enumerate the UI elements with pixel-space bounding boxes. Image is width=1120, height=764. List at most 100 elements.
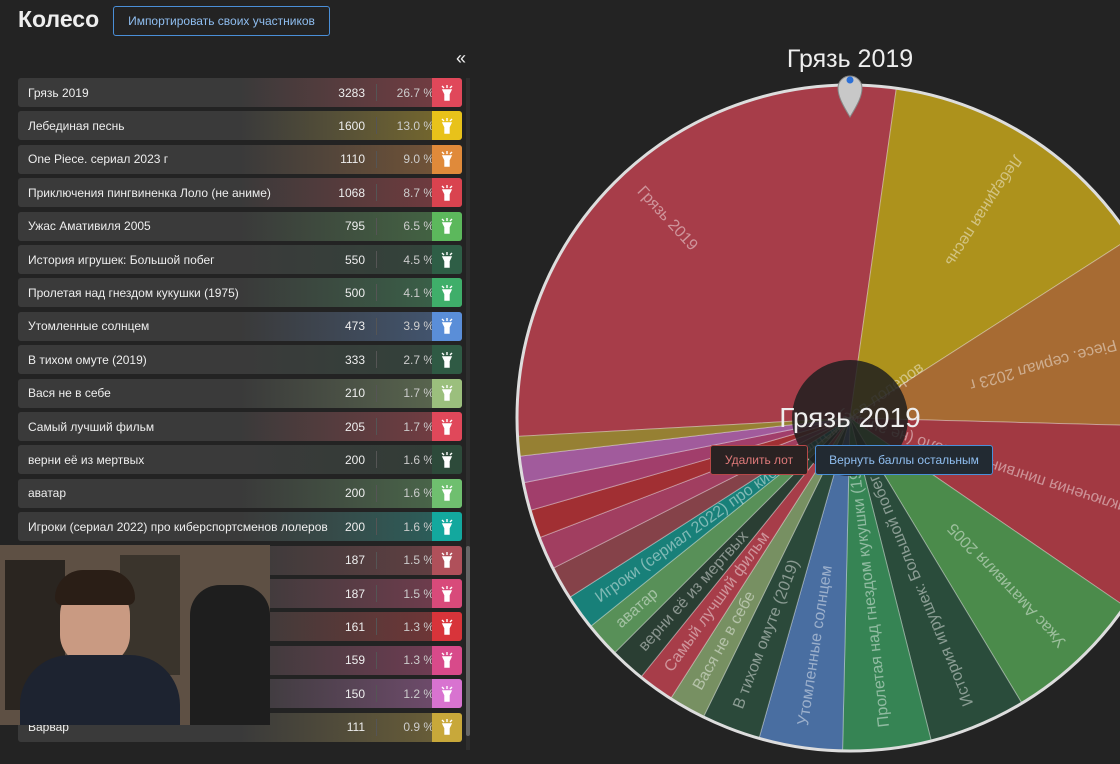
item-name: аватар bbox=[28, 486, 67, 501]
icon bbox=[441, 518, 453, 535]
item-icon-button[interactable] bbox=[432, 211, 462, 241]
icon bbox=[441, 151, 453, 167]
item-points: 111 bbox=[346, 720, 365, 735]
item-icon-button[interactable] bbox=[432, 712, 462, 742]
item-percent: 1.7 % bbox=[403, 386, 434, 401]
item-name: верни её из мертвых bbox=[28, 452, 145, 467]
item-percent: 13.0 % bbox=[396, 118, 434, 133]
item-points: 1110 bbox=[340, 152, 365, 167]
item-icon-button[interactable] bbox=[432, 645, 462, 675]
item-percent: 9.0 % bbox=[403, 152, 434, 167]
item-points: 200 bbox=[344, 452, 365, 467]
separator bbox=[376, 418, 377, 435]
item-points: 333 bbox=[344, 352, 365, 367]
item-icon-button[interactable] bbox=[432, 512, 462, 542]
item-icon-button[interactable] bbox=[432, 612, 462, 642]
icon bbox=[441, 84, 453, 101]
item-name: Утомленные солнцем bbox=[28, 319, 150, 334]
icon bbox=[441, 284, 453, 301]
item-name: Приключения пингвиненка Лоло (не аниме) bbox=[28, 185, 271, 200]
item-points: 500 bbox=[344, 285, 365, 300]
item-percent: 3.9 % bbox=[403, 319, 434, 334]
item-icon-button[interactable] bbox=[432, 445, 462, 475]
delete-button[interactable]: Удалить лот bbox=[710, 445, 808, 475]
item-icon-button[interactable] bbox=[432, 245, 462, 274]
collapse-button[interactable]: « bbox=[456, 48, 467, 68]
item-percent: 1.6 % bbox=[403, 452, 434, 467]
icon bbox=[441, 485, 453, 501]
import-button[interactable]: Импортировать своих участников bbox=[113, 6, 330, 36]
item-icon-button[interactable] bbox=[432, 545, 462, 575]
item-name: One Piece. сериал 2023 г bbox=[28, 152, 169, 167]
item-points: 550 bbox=[344, 252, 365, 267]
icon bbox=[441, 184, 453, 201]
icon bbox=[441, 218, 453, 234]
item-icon-button[interactable] bbox=[432, 178, 462, 208]
separator bbox=[376, 685, 377, 703]
icon bbox=[441, 618, 453, 635]
item-points: 161 bbox=[344, 619, 365, 634]
item-icon-button[interactable] bbox=[432, 478, 462, 508]
item-percent: 1.7 % bbox=[403, 419, 434, 434]
pointer bbox=[837, 75, 863, 118]
item-points: 473 bbox=[344, 319, 365, 334]
icon bbox=[441, 652, 453, 668]
item-name: Лебединая песнь bbox=[28, 118, 125, 133]
item-icon-button[interactable] bbox=[432, 378, 462, 408]
item-points: 795 bbox=[344, 219, 365, 234]
item-icon-button[interactable] bbox=[432, 579, 462, 608]
list-item: верни её из мертвых 200 1.6 % bbox=[18, 445, 462, 475]
item-points: 3283 bbox=[338, 85, 365, 100]
item-name: Самый лучший фильм bbox=[28, 419, 155, 434]
item-percent: 1.6 % bbox=[403, 519, 434, 534]
pointer-label: Грязь 2019 bbox=[786, 45, 914, 73]
list-item: One Piece. сериал 2023 г 1110 9.0 % bbox=[18, 144, 462, 174]
item-percent: 1.6 % bbox=[403, 486, 434, 501]
item-icon-button[interactable] bbox=[432, 345, 462, 375]
separator bbox=[376, 184, 377, 202]
item-percent: 1.5 % bbox=[403, 553, 434, 568]
separator bbox=[376, 217, 377, 235]
winner: Грязь 2019 bbox=[779, 402, 921, 433]
item-icon-button[interactable] bbox=[432, 111, 462, 141]
icon bbox=[441, 685, 453, 702]
separator bbox=[376, 618, 377, 636]
item-name: Пролетая над гнездом кукушки (1975) bbox=[28, 285, 239, 300]
separator bbox=[376, 718, 377, 736]
list-item: Пролетая над гнездом кукушки (1975) 500 4.… bbox=[18, 278, 462, 308]
title: Колесо bbox=[18, 6, 100, 32]
item-percent: 6.5 % bbox=[403, 219, 434, 234]
list-item: аватар 200 1.6 % bbox=[18, 478, 462, 508]
item-percent: 26.7 % bbox=[396, 85, 434, 100]
list-item: Лебединая песнь 1600 13.0 % bbox=[18, 111, 462, 141]
item-name: В тихом омуте (2019) bbox=[28, 352, 147, 367]
icon bbox=[441, 318, 453, 334]
separator bbox=[376, 117, 377, 135]
separator bbox=[376, 451, 377, 469]
item-icon-button[interactable] bbox=[432, 78, 462, 107]
return-button[interactable]: Вернуть баллы остальным bbox=[815, 445, 993, 475]
item-icon-button[interactable] bbox=[432, 311, 462, 341]
item-icon-button[interactable] bbox=[432, 278, 462, 308]
wheel-slice bbox=[848, 244, 1120, 426]
list-item: Самый лучший фильм 205 1.7 % bbox=[18, 412, 462, 441]
icon bbox=[441, 117, 453, 134]
item-percent: 4.1 % bbox=[403, 285, 434, 300]
list-item: В тихом омуте (2019) 333 2.7 % bbox=[18, 345, 462, 375]
item-icon-button[interactable] bbox=[432, 412, 462, 441]
item-percent: 4.5 % bbox=[403, 252, 434, 267]
item-icon-button[interactable] bbox=[432, 679, 462, 709]
pointer-dot bbox=[846, 76, 854, 84]
item-percent: 1.3 % bbox=[403, 653, 434, 668]
list-item: Приключения пингвиненка Лоло (не аниме) 1… bbox=[18, 178, 462, 208]
icon bbox=[441, 351, 453, 368]
item-percent: 1.2 % bbox=[403, 686, 434, 701]
list-item: Грязь 2019 3283 26.7 % bbox=[18, 78, 462, 107]
item-name: Ужас Амативиля 2005 bbox=[28, 219, 151, 234]
icon bbox=[441, 585, 453, 602]
item-percent: 0.9 % bbox=[403, 720, 434, 735]
item-points: 187 bbox=[344, 586, 365, 601]
item-points: 159 bbox=[344, 653, 365, 668]
item-icon-button[interactable] bbox=[432, 144, 462, 174]
item-points: 1068 bbox=[338, 185, 365, 200]
